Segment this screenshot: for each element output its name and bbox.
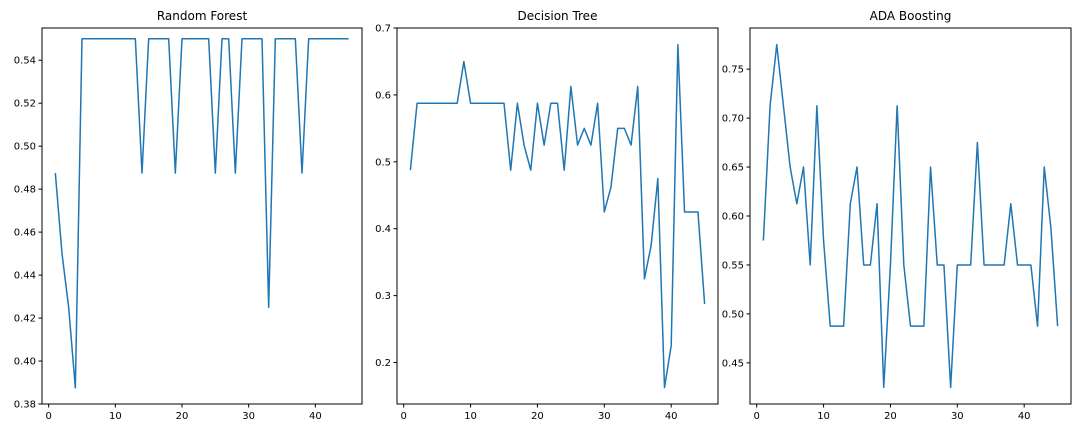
x-tick-label: 0	[45, 411, 51, 422]
x-tick-label: 20	[176, 411, 189, 422]
y-tick-label: 0.52	[14, 99, 36, 110]
y-tick-label: 0.7	[375, 24, 391, 35]
series-line	[762, 43, 1059, 389]
chart-title: Decision Tree	[518, 9, 598, 23]
x-tick-label: 10	[464, 411, 477, 422]
x-tick-label: 40	[309, 411, 322, 422]
y-tick-label: 0.50	[14, 142, 36, 153]
y-tick-label: 0.3	[375, 291, 391, 302]
x-tick-label: 30	[598, 411, 611, 422]
axes-frame	[41, 27, 363, 405]
x-tick-label: 10	[109, 411, 122, 422]
x-tick-label: 0	[754, 411, 760, 422]
y-tick-label: 0.65	[722, 163, 744, 174]
x-tick-label: 20	[531, 411, 544, 422]
y-tick-label: 0.40	[14, 357, 36, 368]
series-line	[54, 37, 349, 389]
y-tick-label: 0.70	[722, 114, 744, 125]
y-tick-label: 0.46	[14, 228, 36, 239]
x-tick-label: 30	[242, 411, 255, 422]
axes-frame	[396, 27, 719, 405]
subplot-ada-boosting: ADA Boosting 0 10 20 30 40 0.45 0.50 0.55 0.60 0.6…	[722, 9, 1072, 422]
y-tick-label: 0.2	[375, 358, 391, 369]
subplot-decision-tree: Decision Tree 0 10 20 30 40 0.2 0.3 0.4 0.5 0.6 0.7	[375, 9, 719, 422]
y-tick-label: 0.38	[14, 400, 36, 411]
chart-title: Random Forest	[157, 9, 248, 23]
subplot-random-forest: Random Forest 0 10 20 30 40 0.38 0.40 0.42 0.44 0.…	[14, 9, 363, 422]
y-tick-label: 0.44	[14, 271, 36, 282]
chart-title: ADA Boosting	[870, 9, 952, 23]
y-tick-label: 0.54	[14, 56, 36, 67]
axes-frame	[749, 27, 1072, 405]
y-tick-label: 0.5	[375, 157, 391, 168]
x-tick-label: 20	[884, 411, 897, 422]
x-tick-label: 40	[665, 411, 678, 422]
y-tick-label: 0.6	[375, 90, 391, 101]
y-tick-label: 0.4	[375, 224, 391, 235]
y-tick-label: 0.45	[722, 358, 744, 369]
y-tick-label: 0.42	[14, 314, 36, 325]
x-tick-label: 40	[1018, 411, 1031, 422]
x-tick-label: 0	[401, 411, 407, 422]
y-tick-label: 0.75	[722, 65, 744, 76]
y-tick-label: 0.50	[722, 309, 744, 320]
y-tick-label: 0.60	[722, 212, 744, 223]
y-tick-label: 0.48	[14, 185, 36, 196]
x-tick-label: 30	[951, 411, 964, 422]
y-tick-label: 0.55	[722, 260, 744, 271]
series-line	[409, 43, 706, 389]
x-tick-label: 10	[817, 411, 830, 422]
